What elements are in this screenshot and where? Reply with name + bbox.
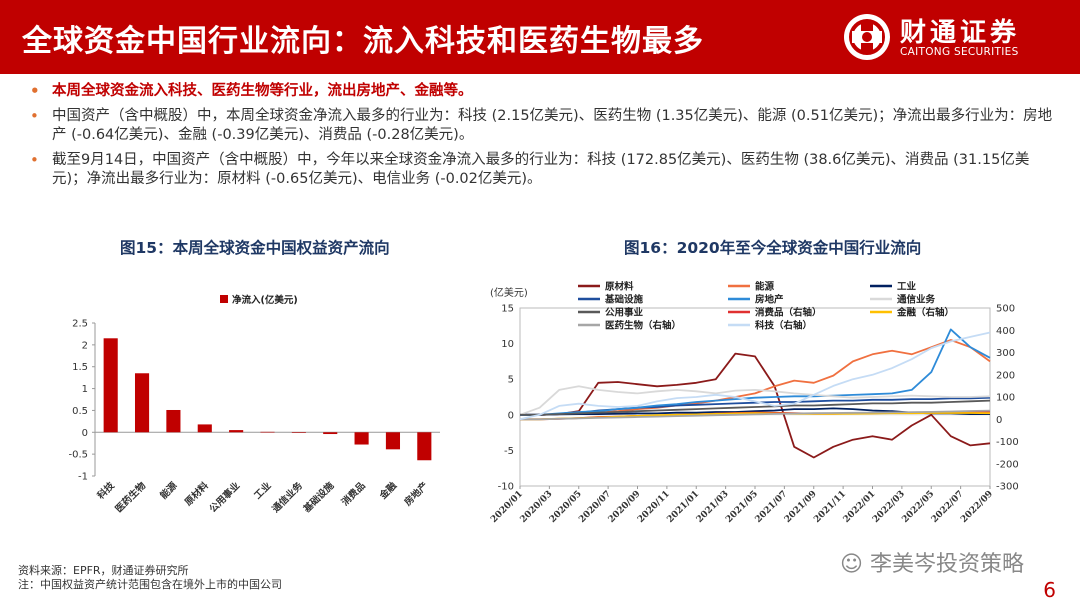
legend-entry: 科技（右轴） [755,320,812,332]
y-tick-label: 1.5 [72,362,88,373]
y-right-tick-label: 100 [996,393,1015,404]
bar-能源 [166,409,181,433]
y-right-tick-label: 200 [996,370,1015,381]
y-right-tick-label: -300 [996,482,1019,493]
legend-entry: 金融（右轴） [896,307,954,319]
chart16-line-chart: (亿美元) -10 -5 0 5 10 15 -300 -200 -100 0 100 200 300 40… [489,281,1019,526]
x-category-label: 基础设施 [300,479,336,515]
series-line-通信业务 [519,385,991,416]
y-left-tick-label: 0 [508,410,514,421]
y-right-tick-label: 0 [996,415,1002,426]
chart16-title: 图16：2020年至今全球资金中国行业流向 [624,239,922,257]
source-note: 资料来源：EPFR，财通证券研究所 [18,564,189,577]
series-line-公用事业 [520,399,991,416]
x-category-label: 能源 [158,479,180,501]
bar-原材料 [197,424,212,433]
header-bar: 全球资金中国行业流向：流入科技和医药生物最多 财通证券 CAITONG SECU… [0,0,1080,74]
legend-label: 净流入(亿美元) [232,294,298,306]
x-date-label: 2022/09 [959,489,995,525]
bar-金融 [385,432,401,450]
x-category-label: 医药生物 [113,479,149,515]
x-category-label: 金融 [376,479,399,502]
y-right-tick-label: -200 [996,459,1019,470]
y-tick-label: 2 [82,340,88,351]
x-category-label: 消费品 [339,480,368,509]
y-left-tick-label: 10 [501,339,514,350]
legend-entry: 工业 [897,281,917,293]
page-title: 全球资金中国行业流向：流入科技和医药生物最多 [22,24,704,59]
y-left-tick-label: -5 [504,446,514,457]
wechat-watermark: ☺ 李美岑投资策略 [840,552,1024,577]
logo-mark-icon [844,14,890,60]
legend-entry: 基础设施 [604,294,644,306]
bar-公用事业 [229,430,244,433]
bar-基础设施 [323,432,338,435]
legend-entry: 能源 [755,281,775,293]
bar-消费品 [354,432,369,445]
y-right-tick-label: 300 [996,348,1015,359]
y-tick-label: -1 [78,472,88,483]
bullet-item: • 本周全球资金流入科技、医药生物等行业，流出房地产、金融等。 [30,82,473,100]
summary-bullets: • 本周全球资金流入科技、医药生物等行业，流出房地产、金融等。 • 中国资产（含中概… [30,82,1060,195]
x-category-label: 公用事业 [207,479,243,515]
x-category-label: 房地产 [402,479,431,508]
series-line-医药生物（右轴） [520,409,991,421]
y-axis-left-label: (亿美元) [490,286,528,299]
x-category-label: 原材料 [182,479,211,508]
y-tick-label: 1 [82,384,88,395]
bullet-dot-icon: • [30,107,39,125]
bar-通信业务 [291,432,306,433]
series-line-房地产 [520,328,991,416]
legend-entry: 消费品（右轴） [755,307,822,319]
legend-entry: 原材料 [605,281,634,293]
legend-entry: 房地产 [755,294,784,306]
logo-text-cn: 财通证券 [900,18,1021,48]
y-right-tick-label: 500 [996,304,1015,315]
bar-工业 [260,431,275,433]
series-line-原材料 [520,352,991,459]
y-right-tick-label: 400 [996,326,1015,337]
y-tick-label: 2.5 [72,319,88,330]
y-left-tick-label: 15 [501,304,514,315]
legend-entry: 公用事业 [605,307,644,319]
bar-医药生物 [134,373,150,433]
legend-swatch [220,295,228,303]
y-left-tick-label: -10 [498,482,514,493]
y-tick-label: 0.5 [72,406,88,417]
footer-notes: 资料来源：EPFR，财通证券研究所 注：中国权益资产统计范围包含在境外上市的中国… [18,564,282,592]
bullet-item: • 中国资产（含中概股）中，本周全球资金净流入最多的行业为：科技 (2.15亿美元… [30,107,1053,143]
chart15-title: 图15：本周全球资金中国权益资产流向 [120,239,390,257]
scope-note: 注：中国权益资产统计范围包含在境外上市的中国公司 [18,578,282,591]
page-number: 6 [1043,578,1056,602]
legend-entry: 通信业务 [897,294,936,306]
series-line-科技（右轴） [519,331,991,421]
bullet-dot-icon: • [30,82,40,100]
logo-text-en: CAITONG SECURITIES [900,46,1019,58]
bullet-dot-icon: • [30,151,39,169]
company-logo: 财通证券 CAITONG SECURITIES [842,8,1052,66]
bullet-item: • 截至9月14日，中国资产（含中概股）中，今年以来全球资金净流入最多的行业为：科… [30,151,1030,187]
wechat-icon: ☺ [840,552,863,577]
x-category-label: 科技 [95,479,117,501]
x-category-label: 通信业务 [270,479,306,515]
x-category-label: 工业 [252,479,274,501]
y-right-tick-label: -100 [996,437,1019,448]
y-tick-label: 0 [82,428,88,439]
y-left-tick-label: 5 [508,375,514,386]
legend-entry: 医药生物（右轴） [605,320,681,332]
bar-房地产 [417,432,432,461]
y-tick-label: -0.5 [68,450,88,461]
bar-科技 [103,338,118,433]
